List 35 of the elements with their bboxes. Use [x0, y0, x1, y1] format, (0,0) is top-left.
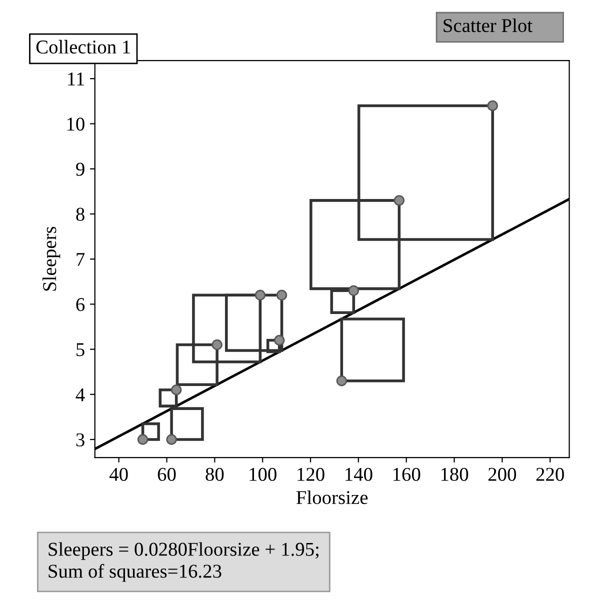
y-tick-label: 6 — [76, 298, 85, 312]
point — [254, 290, 266, 301]
chart-title: Collection 1 — [36, 40, 130, 54]
point — [137, 434, 148, 445]
x-tick-label: 160 — [393, 468, 420, 481]
y-tick-label: 7 — [76, 253, 85, 266]
point — [212, 339, 222, 350]
point — [170, 384, 182, 396]
x-axis-title: Floorsize — [296, 490, 368, 504]
x-tick-label: 180 — [441, 468, 468, 481]
y-axis-title: Sleepers — [42, 226, 60, 291]
point — [336, 375, 348, 386]
y-tick-label: 11 — [68, 72, 84, 86]
x-tick-label: 200 — [488, 468, 516, 481]
point — [166, 434, 177, 445]
point — [394, 195, 405, 206]
y-tick-label: 8 — [76, 208, 84, 221]
y-tick-label: 3 — [76, 433, 84, 446]
y-tick-label: 9 — [76, 162, 84, 176]
point — [274, 334, 285, 346]
x-tick-label: 60 — [158, 468, 176, 481]
y-tick-label: 4 — [76, 388, 85, 402]
chart-subtitle: Scatter Plot — [444, 18, 532, 32]
x-tick-label: 140 — [346, 468, 372, 481]
x-tick-label: 100 — [250, 468, 276, 481]
y-tick-label: 5 — [76, 343, 84, 356]
point — [348, 285, 359, 296]
x-tick-label: 80 — [206, 468, 224, 481]
y-tick-label: 10 — [67, 118, 84, 131]
x-tick-label: 220 — [536, 468, 564, 481]
x-tick-label: 120 — [298, 468, 324, 481]
x-tick-label: 40 — [109, 468, 128, 481]
text: Sleepers = 0.0280Floorsize + 1.95; Sum of squares=16.23 — [48, 542, 318, 582]
point — [487, 100, 498, 112]
point — [276, 290, 288, 301]
